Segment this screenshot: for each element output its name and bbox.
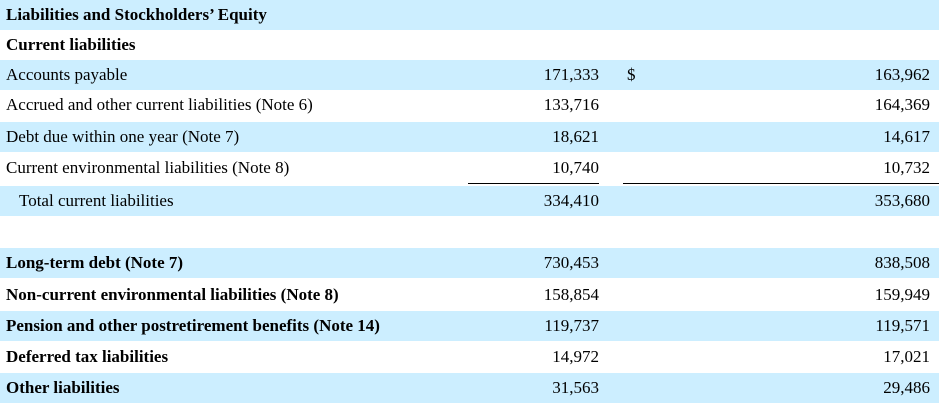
value-prior-year: 159,949 (874, 285, 930, 304)
subsection-title: Current liabilities (6, 35, 136, 54)
value-prior-year: 353,680 (874, 191, 930, 210)
value-current-year: 14,972 (552, 347, 599, 366)
value-current-year: 10,740 (552, 158, 599, 177)
value-prior-year: 164,369 (874, 95, 930, 114)
value-prior-year: 17,021 (883, 347, 930, 366)
table-row: Accrued and other current liabilities (N… (0, 90, 939, 120)
value-current-year: 18,621 (552, 127, 599, 146)
value-prior-year: 838,508 (874, 253, 930, 272)
table-row: Debt due within one year (Note 7) 18,621… (0, 122, 939, 152)
row-label: Current environmental liabilities (Note … (6, 158, 290, 177)
subsection-header-row: Current liabilities (0, 30, 939, 60)
row-label: Long-term debt (Note 7) (6, 253, 184, 272)
value-prior-year: 14,617 (883, 127, 930, 146)
value-current-year: 133,716 (543, 95, 599, 114)
table-row: Accounts payable 171,333 $ 163,962 (0, 60, 939, 90)
section-header-row: Liabilities and Stockholders’ Equity (0, 0, 939, 30)
value-prior-year: 29,486 (883, 378, 930, 397)
row-label: Total current liabilities (19, 191, 174, 210)
row-label: Pension and other postretirement benefit… (6, 316, 380, 335)
value-prior-year: 163,962 (874, 65, 930, 84)
table-row: Non-current environmental liabilities (N… (0, 280, 939, 310)
currency-symbol: $ (627, 65, 636, 84)
section-title: Liabilities and Stockholders’ Equity (6, 5, 267, 24)
value-current-year: 31,563 (552, 378, 599, 397)
row-label: Non-current environmental liabilities (N… (6, 285, 339, 304)
value-current-year: 334,410 (543, 191, 599, 210)
table-row: Other liabilities 31,563 29,486 (0, 373, 939, 403)
table-row: Current environmental liabilities (Note … (0, 153, 939, 183)
subtotal-rule (623, 183, 939, 184)
table-row: Long-term debt (Note 7) 730,453 838,508 (0, 248, 939, 278)
value-current-year: 158,854 (543, 285, 599, 304)
row-label: Debt due within one year (Note 7) (6, 127, 240, 146)
value-current-year: 171,333 (543, 65, 599, 84)
row-label: Accounts payable (6, 65, 128, 84)
subtotal-rule (468, 183, 599, 184)
row-label: Accrued and other current liabilities (N… (6, 95, 313, 114)
value-current-year: 119,737 (544, 316, 599, 335)
table-row: Deferred tax liabilities 14,972 17,021 (0, 342, 939, 372)
table-row: Pension and other postretirement benefit… (0, 311, 939, 341)
value-prior-year: 119,571 (875, 316, 930, 335)
row-label: Deferred tax liabilities (6, 347, 169, 366)
row-label: Other liabilities (6, 378, 120, 397)
total-row: Total current liabilities 334,410 353,68… (0, 186, 939, 216)
value-current-year: 730,453 (543, 253, 599, 272)
value-prior-year: 10,732 (883, 158, 930, 177)
